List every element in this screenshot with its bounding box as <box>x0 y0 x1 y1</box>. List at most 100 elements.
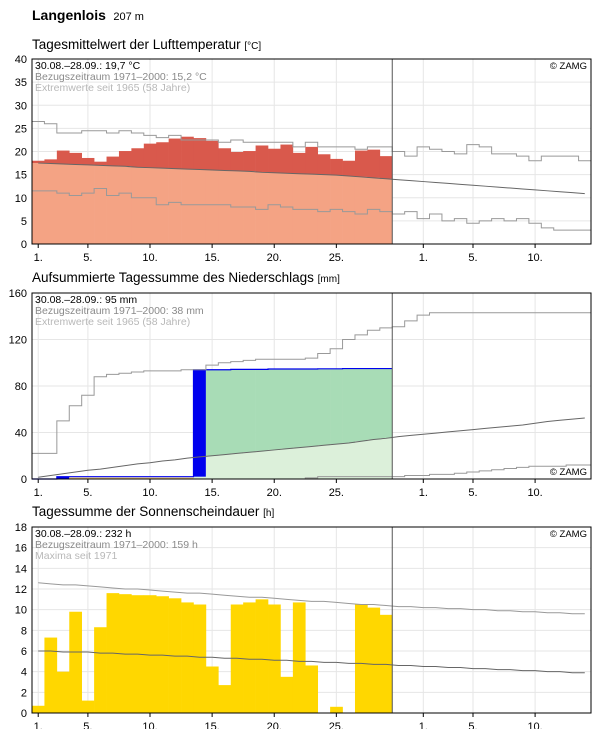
temp-base-bar <box>156 168 169 244</box>
sun-bar <box>181 602 194 713</box>
temp-anomaly-bar <box>106 156 120 166</box>
temp-ytick-label: 35 <box>15 77 27 89</box>
sun-bar <box>44 637 58 713</box>
temp-ytick-label: 5 <box>21 216 27 228</box>
precipitation-unit: [mm] <box>317 274 340 285</box>
temp-anomaly-bar <box>317 154 331 175</box>
temperature-unit: [°C] <box>244 41 262 52</box>
temp-xtick-label: 20. <box>267 252 282 264</box>
precip-xtick-label: 5. <box>83 487 92 499</box>
temp-anomaly-bar <box>56 150 70 164</box>
precip-base-fill <box>305 446 319 479</box>
precip-excess-fill <box>243 369 256 453</box>
temp-base-bar <box>32 163 45 244</box>
temp-anomaly-bar <box>205 140 219 170</box>
sun-bar <box>292 602 306 713</box>
precip-xtick-label: 20. <box>267 487 282 499</box>
sun-xtick-label: 5. <box>83 721 92 729</box>
precip-base-fill <box>205 455 219 479</box>
precip-excess-fill <box>230 369 244 454</box>
temp-base-bar <box>243 171 256 244</box>
precip-excess-fill <box>379 368 393 439</box>
precipitation-chart: 0 40 80 120 160 1. 5. 10. 15. 20. 25. 1. 5. 10. 30.08.… <box>9 288 592 499</box>
station-header: Langenlois 207 m <box>32 7 144 25</box>
sun-bar <box>81 700 95 713</box>
temp-anomaly-bar <box>168 138 182 169</box>
sun-bar <box>168 598 182 713</box>
precip-plot-border <box>31 292 592 480</box>
temp-xtick-label: 1. <box>419 252 428 264</box>
temp-base-bar <box>205 170 219 244</box>
temp-xtick-label: 10. <box>527 252 542 264</box>
temp-ytick-label: 0 <box>21 239 27 251</box>
temp-info-line-2: Bezugszeitraum 1971–2000: 15,2 °C <box>35 71 207 83</box>
precip-excess-fill <box>330 368 343 445</box>
sun-info-line-2: Bezugszeitraum 1971–2000: 159 h <box>35 539 198 551</box>
station-elevation: 207 m <box>113 11 144 23</box>
precip-cumulative-line <box>32 367 393 480</box>
sun-xtick-label: 20. <box>267 721 282 729</box>
sun-xtick-label: 5. <box>468 721 477 729</box>
temp-anomaly-bar <box>143 143 157 168</box>
temp-base-bar <box>181 169 194 244</box>
sun-bar <box>56 671 70 713</box>
temp-anomaly-bar <box>32 160 45 164</box>
temp-anomaly-bar <box>193 138 207 170</box>
sun-bar <box>230 604 244 713</box>
precip-base-fill <box>118 476 132 479</box>
sun-xtick-label: 1. <box>419 721 428 729</box>
temp-anomaly-bar <box>255 145 269 173</box>
precip-series <box>56 368 393 479</box>
precip-base-fill <box>94 476 107 479</box>
temp-attribution: © ZAMG <box>550 61 587 72</box>
precip-ytick-label: 160 <box>9 288 27 300</box>
precip-xtick-label: 10. <box>142 487 157 499</box>
precip-xtick-label: 25. <box>329 487 344 499</box>
sun-ytick-label: 10 <box>15 605 27 617</box>
precip-ytick-label: 0 <box>21 474 27 486</box>
precip-attribution: © ZAMG <box>550 467 587 478</box>
sun-xtick-label: 10. <box>527 721 542 729</box>
temp-base-bar <box>44 163 58 244</box>
temperature-chart: 0 5 10 15 20 25 30 35 40 1. 5. 10. 15. 20. 25. 1. 5. 10. 3… <box>15 54 592 264</box>
precip-base-fill <box>69 476 82 479</box>
temp-ytick-label: 30 <box>15 100 27 112</box>
precip-excess-fill <box>317 368 331 446</box>
temp-anomaly-bar <box>342 160 356 177</box>
precip-excess-fill <box>292 369 306 448</box>
temp-xtick-label: 15. <box>204 252 219 264</box>
precip-daily-increment-bar <box>193 369 206 477</box>
station-name: Langenlois <box>32 7 106 23</box>
temp-base-bar <box>81 164 95 244</box>
temp-base-bar <box>143 167 157 244</box>
sun-info-line-1: 30.08.–28.09.: 232 h <box>35 528 131 540</box>
temp-anomaly-bar <box>69 152 82 165</box>
temp-info-line-3: Extremwerte seit 1965 (58 Jahre) <box>35 82 190 94</box>
sun-bar <box>32 705 45 713</box>
temp-ytick-label: 40 <box>15 54 27 66</box>
precip-ytick-label: 120 <box>9 335 27 347</box>
sun-ytick-label: 14 <box>15 563 27 575</box>
precip-base-fill <box>156 476 169 479</box>
temp-base-bar <box>280 173 294 244</box>
sun-bar <box>205 666 219 713</box>
sun-ytick-label: 12 <box>15 584 27 596</box>
precip-xtick-label: 10. <box>527 487 542 499</box>
temp-base-bar <box>354 176 368 244</box>
sun-bar <box>243 602 256 713</box>
sun-bar <box>94 627 107 713</box>
precip-base-fill <box>243 452 256 479</box>
temperature-chart-title: Tagesmittelwert der Lufttemperatur [°C] <box>32 37 261 52</box>
precip-excess-fill <box>367 368 381 440</box>
sun-xtick-label: 1. <box>34 721 43 729</box>
precip-base-fill <box>218 454 232 479</box>
temp-min-extreme-line <box>32 188 591 231</box>
temp-ytick-label: 10 <box>15 193 27 205</box>
sun-max-extreme-line <box>38 582 585 615</box>
precip-excess-fill <box>205 369 219 456</box>
temp-base-bar <box>106 165 120 244</box>
sun-bar <box>330 706 343 713</box>
sun-bar <box>255 599 269 713</box>
temp-ytick-label: 15 <box>15 170 27 182</box>
sun-reference-line <box>38 650 585 674</box>
